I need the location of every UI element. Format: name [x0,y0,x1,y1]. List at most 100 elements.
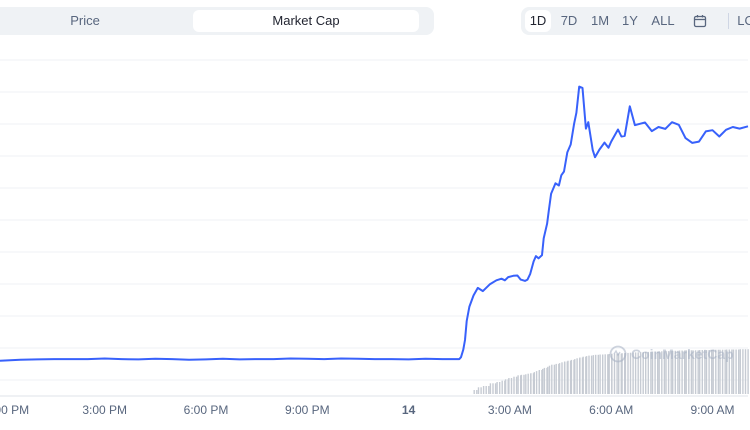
volume-bar [657,351,659,394]
range-1d-button[interactable]: 1D [525,10,551,32]
volume-bar [558,363,561,394]
volume-bar [711,350,713,394]
volume-bar [533,372,535,394]
range-7d-button[interactable]: 7D [560,13,578,28]
volume-bar [629,352,632,394]
volume-bar [515,376,518,394]
volume-bar [704,350,706,394]
volume-bar [699,350,701,394]
time-range-selector: 1D 7D 1M 1Y ALL LOG [521,7,750,35]
x-tick-label: 12:00 PM [0,403,29,417]
volume-bar [547,366,549,394]
volume-bar [579,357,581,394]
volume-bar [535,371,538,394]
chart-type-toggle: Price Market Cap [0,7,434,35]
volume-bar [496,382,498,394]
volume-bar [742,349,744,394]
volume-bar [476,390,478,394]
price-tab[interactable]: Price [70,13,100,28]
volume-bar [499,382,501,394]
volume-bar [667,351,670,394]
volume-bar [618,353,620,394]
volume-bar [543,367,546,394]
range-1m-button[interactable]: 1M [590,13,610,28]
volume-bar [715,349,717,394]
x-tick-label: 14 [402,403,416,417]
volume-bar [719,349,721,394]
volume-bar [650,351,652,394]
volume-bar [724,349,726,394]
volume-bar [604,354,606,394]
volume-bar [576,358,578,394]
volume-bar [674,350,676,394]
volume-bar [738,349,740,394]
market-cap-line [0,85,749,362]
x-tick-label: 9:00 AM [690,403,734,417]
volume-bar [732,349,735,394]
volume-bar [677,350,679,394]
volume-bar [634,352,637,394]
volume-bar [735,349,737,394]
volume-bar [692,350,694,394]
volume-bar [538,370,540,394]
volume-bar [482,386,485,394]
volume-bar [637,352,639,394]
volume-bar [517,375,519,394]
volume-bar [548,365,551,394]
volume-bar [624,352,627,394]
volume-bar [527,373,529,394]
volume-bar [627,352,629,394]
volume-bar [592,355,595,394]
log-scale-button[interactable]: LOG [737,13,750,28]
volume-bar [654,351,656,394]
volume-bar [645,351,647,394]
chart-grid [0,59,748,397]
volume-bar [661,351,663,394]
volume-bar [477,387,480,394]
volume-bar [607,354,609,394]
volume-bar [690,350,693,394]
volume-bar [672,350,674,394]
volume-bar [731,349,733,394]
volume-bar [567,360,569,394]
volume-bar [620,353,622,394]
volume-bar [726,349,728,394]
x-tick-label: 6:00 AM [589,403,633,417]
market-cap-tab[interactable]: Market Cap [193,10,419,32]
range-all-button[interactable]: ALL [651,13,675,28]
calendar-icon[interactable] [689,10,711,32]
volume-bar [525,374,527,394]
volume-bar [697,350,699,394]
volume-bar [663,351,666,394]
volume-bar [685,350,687,394]
volume-bar [530,373,532,394]
volume-bar [681,350,683,394]
volume-bar [694,350,697,394]
volume-bar [599,354,601,394]
volume-bar [551,364,553,394]
volume-bar [569,360,572,394]
volume-bar [485,386,487,394]
volume-bar [588,355,590,394]
volume-bar [590,355,593,394]
volume-bar [688,350,690,394]
volume-bar [747,349,749,394]
volume-bar [542,368,544,394]
volume-bar [651,351,654,394]
volume-bar [705,350,708,394]
volume-bar [712,349,714,394]
volume-bar [595,354,597,394]
volume-bar [658,351,660,394]
volume-bar [573,359,575,394]
volume-bar [501,380,503,394]
range-1y-button[interactable]: 1Y [622,13,638,28]
volume-bar [597,354,599,394]
volume-bar [480,387,482,394]
volume-bar [508,378,510,394]
volume-bar [621,353,623,394]
volume-bar [564,361,566,394]
volume-bar [678,350,681,394]
volume-bar [670,351,672,394]
volume-bar [555,363,557,394]
